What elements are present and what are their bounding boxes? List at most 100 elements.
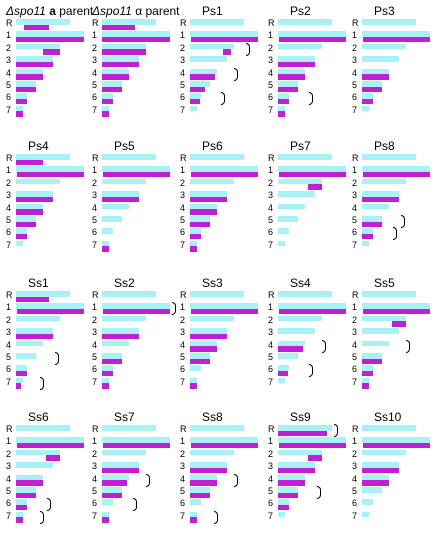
row-label: 3: [92, 461, 98, 472]
chromosome-bar-b: [16, 296, 49, 302]
chromosome-bar-b: [190, 98, 200, 105]
chromosome-bar-a: [16, 499, 28, 505]
row-label: 6: [268, 364, 274, 375]
chromosome-bar-a: [190, 353, 211, 359]
row-label: R: [92, 424, 99, 434]
chromosome-bar-b: [278, 86, 299, 92]
row-label: 5: [180, 80, 186, 90]
chromosome-bar-a: [362, 365, 374, 371]
disomy-bracket: [213, 510, 218, 524]
chromosome-bar-a: [16, 511, 23, 518]
chromosome-bar-b: [16, 492, 37, 498]
chromosome-bar-a: [362, 68, 390, 75]
panel-ps1: Ps1 R 1 2 3 4 5 6 7: [180, 4, 262, 123]
chromosome-bar-a: [102, 240, 109, 247]
chromosome-bar-b: [190, 196, 227, 203]
panel-title: Δspo11 α parent: [92, 4, 180, 18]
chromosome-bar-b: [191, 442, 258, 449]
chromosome-bar-a: [102, 191, 139, 197]
row-label: 1: [268, 302, 274, 313]
disomy-bracket: [400, 215, 405, 228]
row-label: R: [352, 424, 359, 434]
chromosome-bar-b: [102, 196, 139, 203]
chromosome-bar-a: [362, 291, 417, 297]
chromosome-bar-a: [102, 93, 114, 99]
chromosome-bar-b: [278, 61, 315, 68]
chromosome-bar-a: [362, 228, 374, 234]
chromosome-bar-a: [278, 81, 299, 87]
chromosome-bar-a: [362, 303, 430, 309]
row-label: 6: [92, 498, 98, 509]
row-label: 5: [92, 486, 98, 496]
row-label: R: [180, 290, 187, 300]
disomy-bracket: [334, 424, 339, 437]
chromosome-bar-b: [222, 49, 231, 55]
chromosome-bar-a: [278, 228, 290, 234]
chromosome-bar-a: [362, 240, 369, 247]
row-label: 3: [6, 461, 12, 472]
chromosome-bar-a: [102, 31, 170, 37]
chromosome-bar-a: [190, 328, 227, 334]
chromosome-bar-a: [102, 105, 109, 112]
chromosome-bar-b: [16, 333, 53, 340]
disomy-bracket: [322, 339, 327, 353]
chromosome-bar-b: [102, 517, 109, 523]
panel-ps8: Ps8 R 1 2 3 4 5 6 7: [352, 139, 434, 258]
panel-title-part: parent: [55, 4, 94, 18]
chromosome-bar-a: [190, 166, 258, 172]
chromosome-bar-a: [16, 353, 37, 359]
chromosome-bar-b: [16, 159, 44, 165]
row-label: 4: [6, 67, 12, 78]
disomy-bracket: [132, 498, 137, 512]
chromosome-bar-a: [278, 315, 322, 322]
row-label: 4: [268, 67, 274, 78]
chromosome-bar-a: [190, 365, 202, 371]
row-label: 4: [92, 202, 98, 213]
chromosome-bar-a: [102, 178, 146, 185]
row-label: 1: [268, 436, 274, 447]
chromosome-bar-b: [190, 74, 216, 80]
row-label: R: [352, 18, 359, 28]
row-label: 6: [352, 227, 358, 238]
panel-title: Ps6: [202, 139, 223, 153]
row-label: 4: [92, 473, 98, 484]
chromosome-bar-b: [362, 196, 399, 203]
row-label: 6: [352, 498, 358, 509]
row-label: 4: [352, 339, 358, 350]
chromosome-bar-a: [362, 340, 390, 347]
chromosome-bar-a: [362, 315, 406, 322]
chromosome-bar-b: [278, 111, 285, 117]
row-label: 7: [6, 510, 12, 521]
row-label: 6: [268, 498, 274, 509]
chromosome-bar-b: [102, 98, 114, 105]
chromosome-bar-a: [190, 191, 227, 197]
row-label: 1: [92, 30, 98, 41]
row-label: 5: [92, 215, 98, 225]
panel-spo11-a-parent: Δspo11 a parent R 1 2 3 4 5 6 7: [6, 4, 93, 123]
chromosome-bar-b: [16, 221, 37, 227]
row-label: 3: [268, 461, 274, 472]
row-label: 3: [352, 55, 358, 66]
chromosome-bar-a: [362, 328, 399, 334]
panel-ss10: Ss10 R 1 2 3 4 5 6 7: [352, 410, 434, 529]
chromosome-bar-b: [190, 346, 218, 352]
chromosome-bar-b: [279, 308, 346, 315]
row-label: 7: [180, 376, 186, 387]
row-label: 7: [92, 376, 98, 387]
chromosome-bar-b: [362, 86, 383, 92]
row-label: 6: [92, 364, 98, 375]
row-label: 5: [352, 352, 358, 362]
row-label: 1: [180, 436, 186, 447]
row-label: 5: [180, 486, 186, 496]
chromosome-bar-a: [16, 93, 28, 99]
panel-ss6: Ss6 R 1 2 3 4 5 6 7: [6, 410, 88, 529]
chromosome-bar-a: [102, 43, 146, 50]
chromosome-bar-a: [190, 487, 211, 493]
panel-title: Ss4: [290, 276, 311, 290]
panel-ss5: Ss5 R 1 2 3 4 5 6 7: [352, 276, 434, 395]
row-label: R: [92, 290, 99, 300]
chromosome-bar-a: [16, 377, 23, 384]
panel-title: Ps1: [202, 4, 223, 18]
chromosome-bar-b: [16, 111, 23, 117]
chromosome-bar-a: [278, 365, 290, 371]
